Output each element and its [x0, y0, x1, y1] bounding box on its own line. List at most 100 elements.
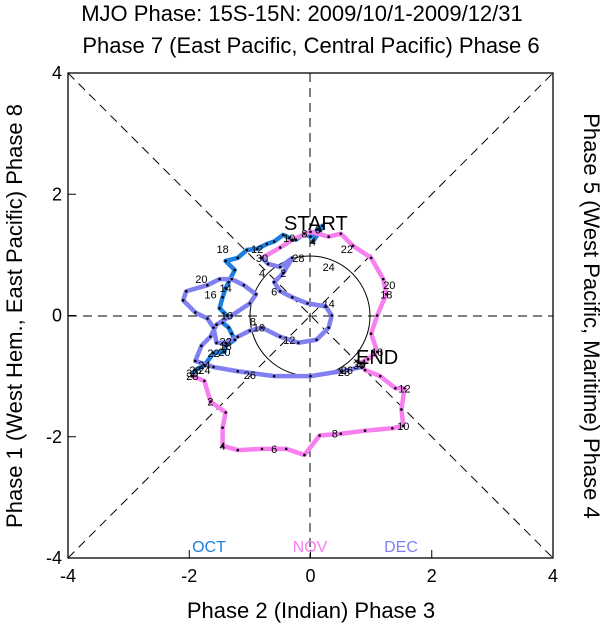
day-label: 10	[283, 233, 295, 245]
data-point	[375, 350, 379, 354]
data-point	[221, 296, 224, 299]
start-label: START	[284, 213, 348, 235]
data-point	[360, 365, 364, 369]
data-point	[315, 338, 318, 342]
data-point	[378, 374, 382, 378]
data-point	[224, 286, 227, 290]
day-label: 16	[221, 311, 233, 323]
data-point	[254, 292, 258, 296]
day-label: 26	[341, 365, 353, 377]
data-point	[194, 359, 197, 363]
day-label: 22	[207, 348, 219, 360]
day-label: 18	[220, 341, 232, 353]
data-point	[339, 432, 343, 436]
data-point	[381, 277, 385, 281]
data-point	[209, 335, 212, 339]
data-point	[206, 317, 209, 320]
day-label: 6	[271, 286, 277, 298]
data-point	[369, 256, 373, 260]
data-point	[278, 335, 282, 339]
data-point	[303, 453, 306, 457]
data-point	[233, 268, 237, 272]
day-label: 14	[220, 283, 232, 295]
data-point	[236, 335, 240, 339]
day-label: 26	[189, 365, 201, 377]
day-label: 4	[259, 268, 265, 280]
data-point	[255, 247, 259, 251]
data-point	[224, 259, 227, 263]
x-tick-label: -4	[60, 566, 76, 586]
data-point	[358, 361, 362, 365]
data-point	[318, 229, 322, 232]
data-point	[297, 341, 300, 345]
data-point	[366, 357, 370, 361]
legend-nov: NOV	[293, 539, 328, 556]
data-point	[394, 386, 397, 390]
day-label: 24	[198, 360, 210, 372]
data-point	[218, 277, 221, 281]
data-point	[245, 248, 249, 252]
data-point	[236, 369, 240, 373]
data-point	[281, 233, 285, 237]
day-label: 6	[315, 224, 321, 236]
data-point	[224, 411, 227, 414]
series-layer: 4681012141618202224262830246810121416182…	[180, 223, 411, 458]
data-point	[206, 283, 209, 287]
day-label: 12	[283, 335, 295, 347]
right-phase-label: Phase 5 (West Pacific, Maritime) Phase 4	[579, 113, 604, 519]
day-label: 30	[186, 368, 198, 380]
data-point	[203, 379, 206, 383]
day-label: 2	[280, 268, 286, 280]
day-label: 4	[220, 441, 226, 453]
day-label: 12	[251, 244, 263, 256]
data-point	[327, 326, 330, 329]
data-point	[363, 368, 367, 372]
data-point	[309, 230, 312, 234]
legend-oct: OCT	[192, 539, 226, 556]
day-label: 20	[218, 347, 230, 359]
data-point	[303, 232, 306, 235]
data-point	[225, 314, 229, 317]
y-tick-label: -4	[46, 548, 62, 568]
day-label: 22	[220, 337, 232, 349]
day-label: 16	[204, 289, 216, 301]
data-point	[391, 426, 394, 430]
data-point	[230, 332, 233, 335]
day-label: 30	[353, 360, 365, 372]
top-phase-label: Phase 7 (East Pacific, Central Pacific) …	[82, 33, 539, 58]
data-point	[184, 289, 188, 293]
data-point	[212, 365, 215, 369]
day-label: 8	[332, 429, 338, 441]
day-label: 22	[341, 244, 353, 256]
data-point	[236, 256, 240, 260]
y-tick-label: 2	[52, 184, 62, 204]
data-point	[218, 306, 221, 310]
data-point	[351, 244, 355, 248]
data-point	[287, 236, 291, 240]
data-point	[272, 374, 276, 378]
data-point	[190, 374, 194, 378]
data-point	[215, 341, 218, 345]
data-point	[278, 289, 282, 293]
day-label: 8	[250, 317, 256, 329]
chart-title: MJO Phase: 15S-15N: 2009/10/1-2009/12/31	[81, 1, 523, 26]
data-point	[400, 408, 403, 411]
data-point	[248, 329, 252, 332]
data-point	[284, 447, 288, 451]
x-tick-label: 4	[548, 566, 558, 586]
data-point	[224, 341, 227, 345]
day-label: 18	[216, 244, 228, 256]
data-point	[233, 338, 237, 342]
data-point	[230, 314, 233, 317]
data-point	[339, 369, 343, 373]
y-tick-label: -2	[46, 427, 62, 447]
day-label: 6	[271, 444, 277, 456]
day-label: 28	[292, 253, 304, 265]
data-point	[291, 238, 294, 242]
data-point	[339, 232, 343, 235]
day-label: 24	[198, 365, 210, 377]
data-point	[265, 242, 269, 246]
data-point	[369, 332, 373, 335]
data-point	[209, 400, 212, 403]
